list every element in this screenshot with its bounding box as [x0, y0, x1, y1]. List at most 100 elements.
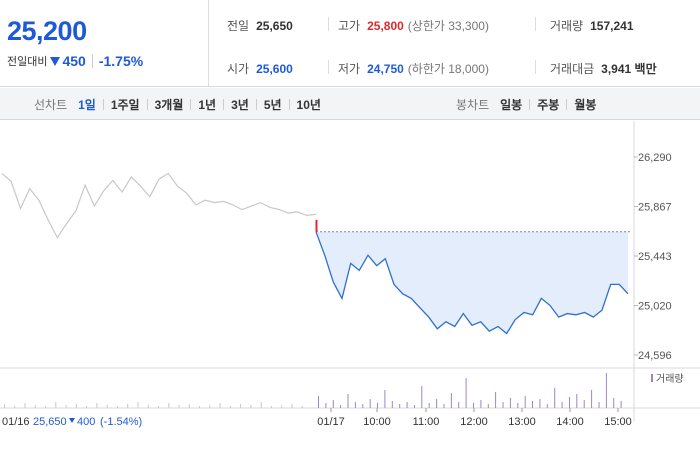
today-volume-bar [399, 404, 401, 408]
today-volume-bar [428, 403, 430, 408]
prev-volume-bar [55, 402, 57, 408]
x-tick-label: 01/17 [317, 416, 345, 428]
prev-volume-bar [14, 406, 16, 408]
prev-volume-bar [301, 406, 303, 408]
current-price-box: 25,200 전일대비 450 -1.75% [0, 0, 209, 87]
prev-volume-bar [209, 405, 211, 408]
open-label: 시가 [227, 62, 250, 76]
volume-legend-swatch [651, 374, 653, 382]
prev-volume-bar [106, 405, 108, 408]
low-stat: 저가 24,750 (하한가 18,000) [338, 60, 489, 77]
high-stat: 고가 25,800 (상한가 33,300) [338, 17, 489, 34]
chart-period-tabbar: 선차트 1일 1주일 3개월 1년 3년 5년 10년 봉차트 일봉 주봉 월봉 [0, 88, 700, 120]
today-volume-bar [576, 394, 578, 408]
prev-volume-bar [75, 404, 77, 408]
volume-stat: 거래량 157,241 [550, 17, 634, 34]
today-volume-bar [524, 396, 526, 408]
open-stat: 시가 25,600 [227, 60, 293, 77]
today-volume-bar [421, 386, 423, 408]
prev-volume-bar [168, 403, 170, 408]
line-tab-1[interactable]: 1주일 [110, 97, 140, 112]
candle-tab-1[interactable]: 주봉 [537, 97, 560, 112]
today-volume-bar [569, 397, 570, 408]
line-tab-6[interactable]: 10년 [296, 97, 321, 112]
y-tick-label: 24,596 [638, 350, 672, 362]
today-volume-bar [473, 403, 474, 408]
change-amount: 450 [62, 53, 86, 69]
prev-volume-bar [250, 405, 252, 408]
today-volume-bar [377, 403, 378, 408]
today-volume-bar [354, 402, 356, 408]
today-volume-bar [362, 404, 364, 408]
today-volume-bar [561, 402, 563, 408]
tab-divider [288, 98, 290, 110]
candle-tab-0[interactable]: 일봉 [500, 97, 523, 112]
volume-legend-label: 거래량 [656, 373, 684, 385]
volume-value: 157,241 [590, 18, 634, 33]
prev-volume-bar [96, 403, 98, 408]
today-volume-bar [532, 401, 533, 408]
x-tick-label: 10:00 [363, 416, 391, 428]
today-volume-bar [591, 390, 593, 408]
amount-value: 3,941 백만 [601, 62, 657, 76]
candle-chart-tabs: 봉차트 일봉 주봉 월봉 [456, 88, 598, 120]
tab-divider [255, 98, 257, 110]
today-volume-bar [465, 378, 467, 408]
today-volume-bar [480, 400, 482, 408]
today-volume-bar [318, 396, 319, 408]
prev-volume-bar [147, 405, 149, 408]
divider [535, 17, 536, 31]
line-tab-4[interactable]: 3년 [231, 97, 249, 112]
today-volume-bar [436, 399, 438, 408]
today-volume-bar [406, 402, 408, 408]
high-label: 고가 [338, 19, 361, 33]
upper-limit: (상한가 33,300) [407, 19, 489, 33]
today-volume-bar [340, 405, 342, 408]
prev-volume-bar [45, 406, 47, 408]
open-value: 25,600 [256, 61, 293, 76]
candle-tab-2[interactable]: 월봉 [574, 97, 597, 112]
tab-divider [529, 98, 531, 110]
today-volume-bar [613, 398, 615, 408]
divider [328, 17, 329, 31]
today-volume-bar [605, 373, 607, 408]
prev-volume-bar [127, 404, 129, 408]
tab-divider [190, 98, 192, 110]
prev-volume-bar [65, 405, 67, 408]
prev-volume-bar [229, 406, 231, 408]
today-volume-bar [509, 398, 511, 408]
today-volume-bar [487, 404, 489, 408]
today-volume-bar [391, 401, 393, 408]
line-tab-0[interactable]: 1일 [78, 97, 96, 112]
prev-day-close: 25,650 [33, 416, 67, 428]
prev-volume-bar [281, 405, 283, 408]
prev-day-change: 400 [77, 416, 95, 428]
today-price-line [315, 231, 629, 335]
divider [328, 60, 329, 74]
today-volume-bar [443, 404, 445, 408]
prev-volume-bar [4, 404, 5, 408]
today-volume-bar [325, 403, 327, 408]
x-tick-label: 14:00 [556, 416, 584, 428]
today-volume-bar [546, 404, 548, 408]
line-tab-2[interactable]: 3개월 [154, 97, 184, 112]
tab-divider [223, 98, 225, 110]
amount-stat: 거래대금 3,941 백만 [550, 60, 657, 77]
change-percent: -1.75% [98, 53, 144, 69]
prev-volume-bar [260, 402, 262, 408]
prev-volume-bar [240, 404, 242, 408]
x-tick-label: 11:00 [413, 416, 440, 428]
y-tick-label: 25,443 [638, 251, 672, 263]
today-volume-bar [332, 400, 334, 408]
volume-label: 거래량 [550, 19, 584, 33]
today-volume-bar [502, 402, 504, 408]
tab-divider [146, 98, 148, 110]
divider [535, 60, 536, 74]
prev-close-stat: 전일 25,650 [227, 17, 293, 34]
prev-volume-bar [291, 404, 293, 408]
line-tab-3[interactable]: 1년 [198, 97, 217, 112]
down-triangle-icon [69, 418, 75, 423]
line-tab-5[interactable]: 5년 [263, 97, 282, 112]
today-volume-bar [347, 394, 349, 408]
low-label: 저가 [338, 62, 361, 76]
